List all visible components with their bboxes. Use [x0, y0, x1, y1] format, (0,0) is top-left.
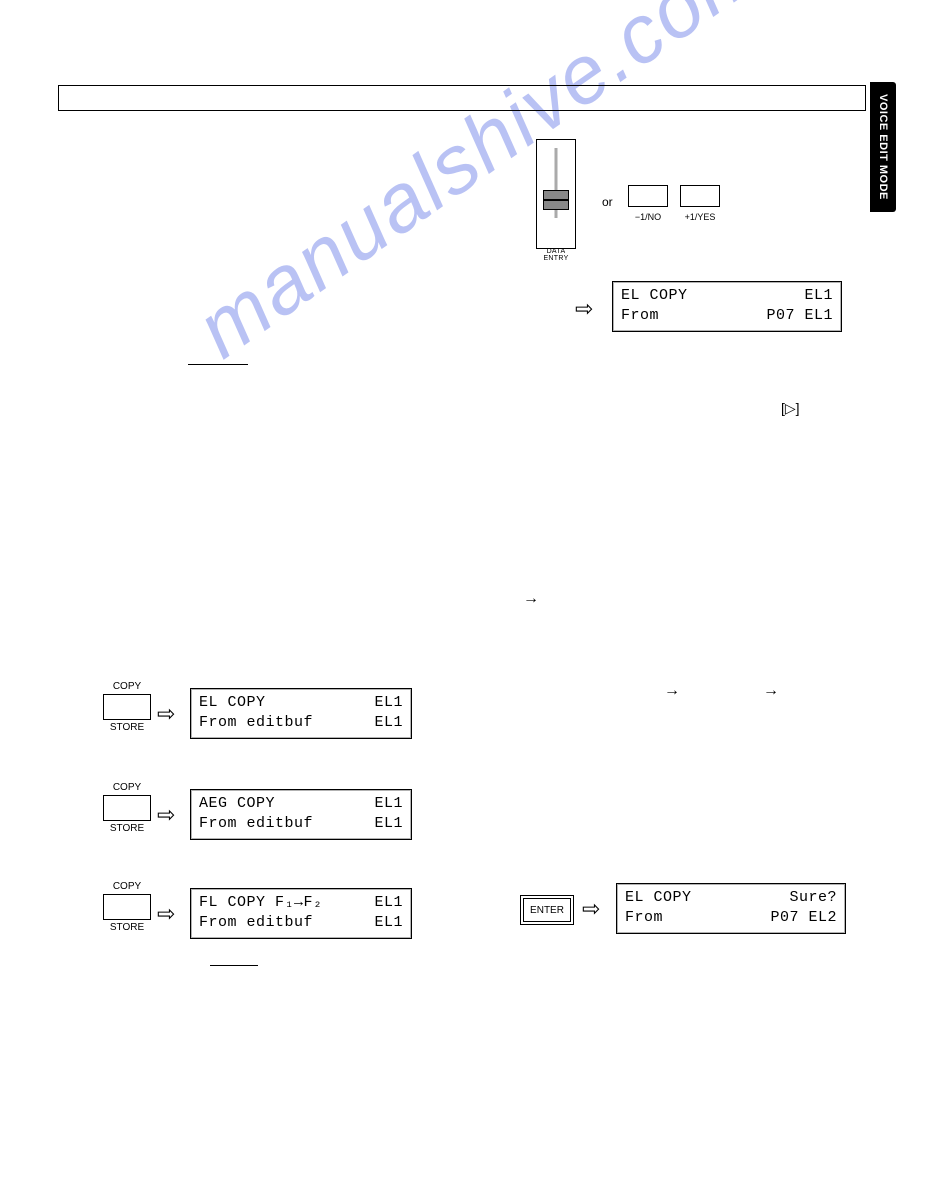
lcd-text: From: [625, 908, 663, 928]
lcd-text: From editbuf: [199, 913, 313, 933]
divider-line: [210, 965, 258, 966]
lcd-text: EL COPY: [621, 286, 688, 306]
lcd-text: AEG COPY: [199, 794, 275, 814]
lcd-aeg-copy: AEG COPY EL1 From editbuf EL1: [190, 789, 412, 840]
slider-label: DATA ENTRY: [537, 248, 575, 262]
copy-store-button-group: COPY STORE: [97, 681, 157, 733]
copy-label: COPY: [97, 881, 157, 892]
lcd-confirm-sure: EL COPY Sure? From P07 EL2: [616, 883, 846, 934]
lcd-text: EL1: [804, 286, 833, 306]
copy-store-button[interactable]: [103, 795, 151, 821]
arrow-icon: →: [664, 682, 680, 700]
arrow-icon: ⇨: [582, 898, 600, 920]
lcd-text: EL COPY: [625, 888, 692, 908]
arrow-icon: ⇨: [575, 298, 593, 320]
lcd-text: From: [621, 306, 659, 326]
side-tab-voice-edit: VOICE EDIT MODE: [870, 82, 896, 212]
copy-store-button[interactable]: [103, 894, 151, 920]
title-bar: [58, 85, 866, 111]
arrow-icon: →: [523, 590, 539, 608]
copy-store-button-group: COPY STORE: [97, 782, 157, 834]
plus-yes-label: +1/YES: [678, 212, 722, 222]
lcd-fl-copy: FL COPY F₁→F₂ EL1 From editbuf EL1: [190, 888, 412, 939]
enter-button-label: ENTER: [530, 905, 564, 916]
lcd-text: EL1: [374, 713, 403, 733]
enter-button[interactable]: ENTER: [520, 895, 574, 925]
lcd-text: EL COPY: [199, 693, 266, 713]
minus-no-button[interactable]: [628, 185, 668, 207]
copy-store-button[interactable]: [103, 694, 151, 720]
arrow-icon: ⇨: [157, 804, 175, 826]
or-label: or: [602, 195, 613, 209]
copy-store-button-group: COPY STORE: [97, 881, 157, 933]
lcd-text: EL1: [374, 893, 403, 913]
lcd-text: EL1: [374, 794, 403, 814]
arrow-icon: ⇨: [157, 703, 175, 725]
lcd-el-copy: EL COPY EL1 From editbuf EL1: [190, 688, 412, 739]
data-entry-slider[interactable]: DATA ENTRY: [536, 139, 576, 249]
store-label: STORE: [97, 722, 157, 733]
arrow-icon: →: [763, 682, 779, 700]
lcd-text: P07 EL2: [770, 908, 837, 928]
slider-knob[interactable]: [543, 190, 569, 210]
arrow-icon: ⇨: [157, 903, 175, 925]
cursor-right-hint: [▷]: [781, 400, 800, 417]
copy-label: COPY: [97, 681, 157, 692]
lcd-text: EL1: [374, 814, 403, 834]
lcd-text: From editbuf: [199, 713, 313, 733]
plus-yes-button[interactable]: [680, 185, 720, 207]
lcd-text: Sure?: [789, 888, 837, 908]
store-label: STORE: [97, 922, 157, 933]
lcd-source-voice: EL COPY EL1 From P07 EL1: [612, 281, 842, 332]
lcd-text: FL COPY F₁→F₂: [199, 893, 323, 913]
store-label: STORE: [97, 823, 157, 834]
copy-label: COPY: [97, 782, 157, 793]
lcd-text: P07 EL1: [766, 306, 833, 326]
divider-line: [188, 364, 248, 365]
lcd-text: From editbuf: [199, 814, 313, 834]
lcd-text: EL1: [374, 693, 403, 713]
lcd-text: EL1: [374, 913, 403, 933]
minus-no-label: −1/NO: [626, 212, 670, 222]
